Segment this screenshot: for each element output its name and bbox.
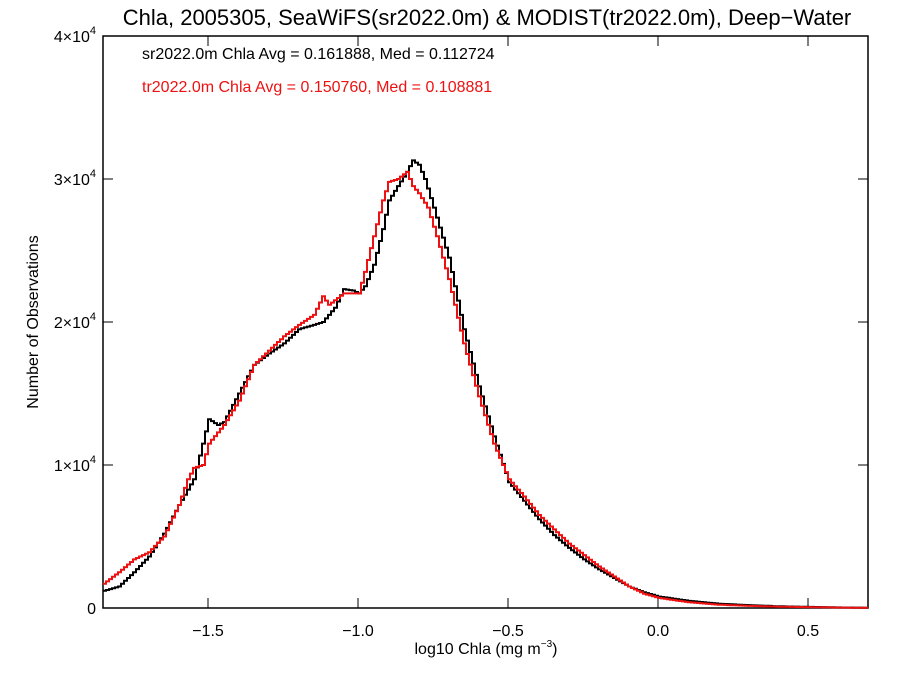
y-tick-label-base: 4×10 — [54, 29, 90, 46]
plot-frame — [102, 35, 869, 609]
y-tick-label-exp: 4 — [90, 168, 96, 180]
y-tick-label: 0 — [87, 601, 96, 618]
x-axis-label-sup: −3 — [541, 639, 553, 650]
y-tick-label: 3×104 — [54, 168, 96, 189]
y-tick-label: 2×104 — [54, 311, 96, 332]
series-line-1 — [103, 170, 868, 609]
y-tick-label-exp: 4 — [90, 454, 96, 466]
y-axis-label: Number of Observations — [25, 235, 42, 408]
x-axis-label: log10 Chla (mg m−3) — [414, 639, 557, 658]
x-tick-label: −0.5 — [492, 623, 524, 640]
x-tick-label: −1.5 — [192, 623, 224, 640]
y-tick-label: 4×104 — [54, 25, 96, 46]
y-tick-label-base: 3×10 — [54, 172, 90, 189]
x-tick-label: −1.0 — [342, 623, 374, 640]
y-tick-label-exp: 4 — [90, 25, 96, 37]
series-line-0 — [103, 159, 868, 609]
chart-title: Chla, 2005305, SeaWiFS(sr2022.0m) & MODI… — [123, 5, 852, 30]
x-axis: −1.5 −1.0 −0.5 0.0 0.5 — [192, 36, 819, 640]
annotation-sr: sr2022.0m Chla Avg = 0.161888, Med = 0.1… — [142, 46, 495, 63]
y-tick-label-base: 0 — [87, 601, 96, 618]
y-tick-label: 1×104 — [54, 454, 96, 475]
annotation-tr: tr2022.0m Chla Avg = 0.150760, Med = 0.1… — [142, 79, 492, 96]
x-axis-label-main: log10 Chla (mg m — [414, 641, 540, 658]
x-axis-label-end: ) — [552, 641, 557, 658]
y-tick-label-exp: 4 — [90, 311, 96, 323]
y-tick-label-base: 2×10 — [54, 315, 90, 332]
series-layer — [103, 159, 868, 609]
x-tick-label: 0.5 — [797, 623, 819, 640]
y-tick-label-base: 1×10 — [54, 458, 90, 475]
x-tick-label: 0.0 — [647, 623, 669, 640]
